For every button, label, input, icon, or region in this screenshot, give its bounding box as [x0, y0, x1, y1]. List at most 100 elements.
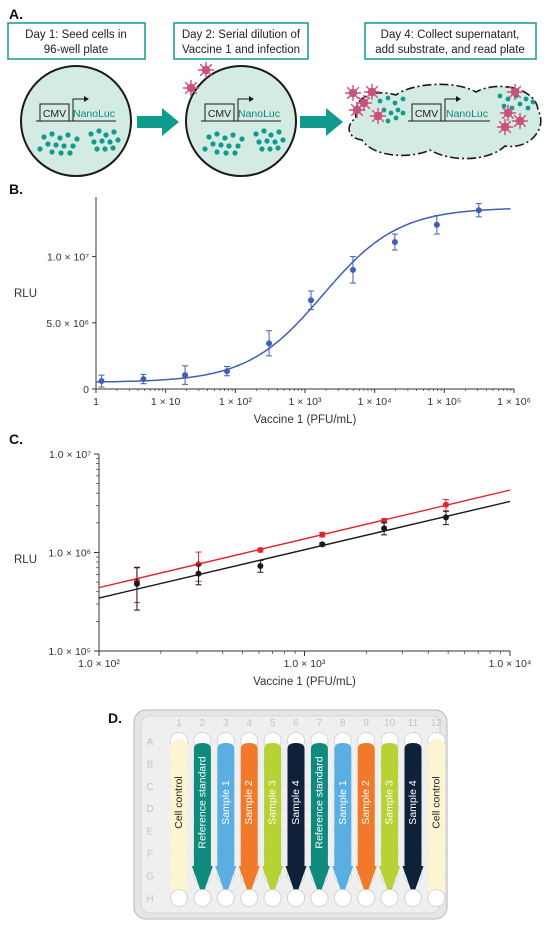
x-tick-label: 1 × 10⁶	[497, 396, 531, 408]
virus-icon	[369, 107, 387, 125]
virus-icon	[363, 83, 381, 101]
virus-icon	[506, 83, 524, 101]
x-tick-label: 1 × 10	[151, 396, 181, 408]
cmv-label-1: CMV	[43, 108, 66, 120]
data-point	[257, 562, 264, 569]
data-point	[442, 514, 449, 521]
row-letter: H	[146, 894, 153, 905]
x-tick-label: 1	[93, 396, 99, 408]
cmv-label-2: CMV	[208, 108, 231, 120]
y-axis-label: RLU	[14, 554, 37, 566]
column-number: 3	[223, 718, 229, 729]
data-point	[349, 266, 356, 273]
y-tick-label: 1.0 × 10⁷	[49, 449, 91, 461]
column-number: 8	[340, 718, 346, 729]
well	[263, 889, 282, 907]
column-number: 12	[431, 718, 443, 729]
data-point	[308, 297, 315, 304]
lane-label: Sample 4	[290, 780, 302, 825]
virus-icon	[344, 84, 362, 102]
row-letter: C	[146, 782, 153, 793]
lane-label: Sample 3	[384, 780, 396, 825]
data-point	[266, 340, 273, 347]
data-point	[257, 547, 264, 554]
well	[333, 889, 352, 907]
regression-line	[98, 489, 511, 589]
well	[216, 889, 235, 907]
well	[240, 889, 259, 907]
cell-diagram-2: CMV NanoLuc	[185, 65, 297, 177]
row-letter: D	[146, 804, 153, 815]
lane-label: Sample 2	[243, 780, 255, 825]
lane-label: Cell control	[173, 776, 185, 829]
y-tick-label: 1.0 × 10⁷	[47, 252, 89, 264]
virus-icon	[197, 61, 215, 79]
step3-line2: add substrate, and read plate	[375, 44, 525, 56]
x-tick-label: 1.0 × 10²	[78, 658, 120, 670]
well	[404, 889, 422, 907]
data-point	[475, 207, 482, 214]
column-number: 10	[384, 718, 396, 729]
virus-icon	[182, 79, 200, 97]
data-point	[98, 378, 105, 385]
data-point	[195, 570, 202, 577]
x-tick-label: 1 × 10³	[289, 396, 322, 408]
virus-icon	[499, 104, 517, 122]
column-number: 6	[293, 718, 299, 729]
sample-lane-arrow	[215, 743, 237, 896]
step1-box	[7, 22, 146, 60]
column-number: 1	[176, 718, 182, 729]
row-letter: F	[147, 849, 153, 860]
y-tick-label: 0	[83, 384, 89, 396]
sample-lane-arrow	[355, 743, 377, 896]
data-point	[182, 372, 189, 379]
column-number: 4	[246, 718, 252, 729]
sample-lane-arrow	[308, 743, 330, 896]
parallel-lines-chart: 1.0 × 10² 1.0 × 10³ 1.0 × 10⁴ 1.0 × 10⁵ 1.0 …	[14, 449, 531, 688]
sample-lane-arrow	[191, 743, 213, 896]
nanoluc-label-3: NanoLuc	[446, 108, 488, 120]
sample-lane-arrow	[332, 743, 354, 896]
well	[170, 889, 188, 907]
cell-diagram-1: CMV NanoLuc	[20, 65, 132, 177]
x-axis-label: Vaccine 1 (PFU/mL)	[254, 414, 357, 426]
process-arrow-1	[137, 108, 179, 136]
fit-curve	[96, 208, 511, 383]
data-point	[224, 368, 231, 375]
lane-label: Sample 4	[407, 780, 419, 825]
lane-label: Sample 3	[267, 780, 279, 825]
lane-label: Sample 1	[220, 780, 232, 825]
nanoluc-label-2: NanoLuc	[238, 108, 280, 120]
column-number: 9	[363, 718, 369, 729]
step3-box	[364, 22, 537, 60]
data-point	[319, 541, 326, 548]
data-point	[195, 561, 202, 568]
control-lane	[170, 739, 188, 896]
process-arrow-2	[300, 108, 343, 136]
column-number: 5	[270, 718, 276, 729]
lane-label: Sample 1	[337, 780, 349, 825]
step1-line2: 96-well plate	[44, 44, 109, 56]
sample-lane-arrow	[402, 743, 424, 896]
virus-icon	[511, 112, 529, 130]
y-axis-label: RLU	[14, 288, 37, 300]
row-letter: A	[147, 737, 154, 748]
row-letter: E	[147, 827, 154, 838]
lysed-cell-diagram: CMV NanoLuc	[348, 83, 542, 160]
data-point	[140, 376, 147, 383]
step3-line1: Day 4: Collect supernatant,	[381, 29, 520, 41]
data-point	[433, 221, 440, 228]
dose-response-chart: 1 1 × 10 1 × 10² 1 × 10³ 1 × 10⁴ 1 × 10⁵ 1 × 1…	[14, 197, 531, 426]
lane-label: Reference standard	[196, 756, 208, 848]
well	[380, 889, 399, 907]
well	[193, 889, 212, 907]
data-point	[391, 239, 398, 246]
virus-icon	[496, 118, 514, 136]
virus-icon	[348, 101, 366, 119]
panel-label-d: D.	[108, 710, 122, 726]
lane-label: Cell control	[430, 776, 442, 829]
step2-line2: Vaccine 1 and infection	[182, 44, 300, 56]
x-tick-label: 1.0 × 10³	[284, 658, 326, 670]
